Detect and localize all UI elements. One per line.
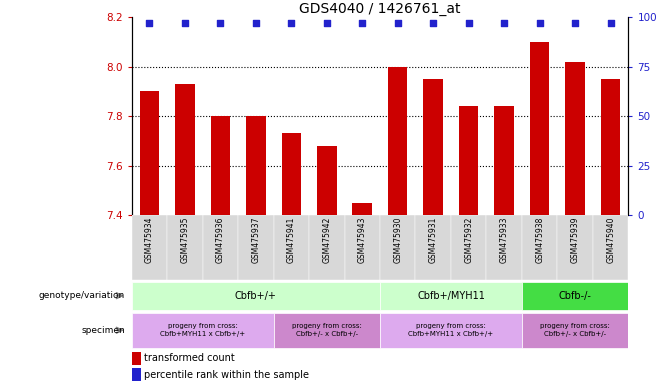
Point: [428, 20, 438, 26]
Bar: [522, 215, 557, 280]
Text: GSM475932: GSM475932: [464, 217, 473, 263]
Point: [144, 20, 155, 26]
Bar: [132, 215, 167, 280]
Bar: [132, 352, 141, 365]
Text: GSM475939: GSM475939: [570, 217, 580, 263]
Bar: [175, 84, 195, 215]
Text: GSM475931: GSM475931: [429, 217, 438, 263]
Text: GSM475937: GSM475937: [251, 217, 261, 263]
Bar: [380, 282, 522, 310]
Bar: [380, 313, 522, 348]
Bar: [459, 106, 478, 215]
Point: [357, 20, 368, 26]
Bar: [345, 215, 380, 280]
Point: [534, 20, 545, 26]
Title: GDS4040 / 1426761_at: GDS4040 / 1426761_at: [299, 2, 461, 16]
Text: GSM475933: GSM475933: [499, 217, 509, 263]
Text: GSM475934: GSM475934: [145, 217, 154, 263]
Bar: [246, 116, 266, 215]
Bar: [238, 215, 274, 280]
Text: percentile rank within the sample: percentile rank within the sample: [144, 370, 309, 380]
Point: [251, 20, 261, 26]
Bar: [593, 215, 628, 280]
Point: [286, 20, 297, 26]
Text: GSM475941: GSM475941: [287, 217, 296, 263]
Bar: [424, 79, 443, 215]
Bar: [522, 313, 628, 348]
Bar: [557, 215, 593, 280]
Bar: [309, 215, 345, 280]
Point: [463, 20, 474, 26]
Point: [570, 20, 580, 26]
Text: Cbfb+/MYH11: Cbfb+/MYH11: [417, 291, 485, 301]
Text: GSM475936: GSM475936: [216, 217, 225, 263]
Text: transformed count: transformed count: [144, 353, 235, 363]
Point: [180, 20, 190, 26]
Bar: [388, 67, 407, 215]
Bar: [601, 79, 620, 215]
Text: Cbfb-/-: Cbfb-/-: [559, 291, 592, 301]
Text: progeny from cross:
Cbfb+/- x Cbfb+/-: progeny from cross: Cbfb+/- x Cbfb+/-: [540, 323, 610, 337]
Bar: [274, 215, 309, 280]
Text: progeny from cross:
Cbfb+MYH11 x Cbfb+/+: progeny from cross: Cbfb+MYH11 x Cbfb+/+: [160, 323, 245, 337]
Text: GSM475935: GSM475935: [180, 217, 190, 263]
Bar: [132, 282, 380, 310]
Point: [215, 20, 226, 26]
Text: genotype/variation: genotype/variation: [39, 291, 125, 300]
Bar: [132, 368, 141, 381]
Point: [499, 20, 509, 26]
Point: [322, 20, 332, 26]
Bar: [530, 42, 549, 215]
Text: GSM475930: GSM475930: [393, 217, 402, 263]
Bar: [211, 116, 230, 215]
Bar: [353, 203, 372, 215]
Text: GSM475938: GSM475938: [535, 217, 544, 263]
Text: progeny from cross:
Cbfb+/- x Cbfb+/-: progeny from cross: Cbfb+/- x Cbfb+/-: [292, 323, 362, 337]
Point: [605, 20, 616, 26]
Text: GSM475943: GSM475943: [358, 217, 367, 263]
Bar: [494, 106, 514, 215]
Text: specimen: specimen: [82, 326, 125, 335]
Bar: [282, 134, 301, 215]
Bar: [274, 313, 380, 348]
Bar: [451, 215, 486, 280]
Bar: [486, 215, 522, 280]
Text: GSM475940: GSM475940: [606, 217, 615, 263]
Bar: [139, 91, 159, 215]
Text: Cbfb+/+: Cbfb+/+: [235, 291, 277, 301]
Bar: [132, 313, 274, 348]
Bar: [203, 215, 238, 280]
Bar: [380, 215, 415, 280]
Bar: [522, 282, 628, 310]
Bar: [415, 215, 451, 280]
Bar: [317, 146, 336, 215]
Text: progeny from cross:
Cbfb+MYH11 x Cbfb+/+: progeny from cross: Cbfb+MYH11 x Cbfb+/+: [409, 323, 494, 337]
Bar: [167, 215, 203, 280]
Text: GSM475942: GSM475942: [322, 217, 331, 263]
Bar: [565, 62, 585, 215]
Point: [392, 20, 403, 26]
